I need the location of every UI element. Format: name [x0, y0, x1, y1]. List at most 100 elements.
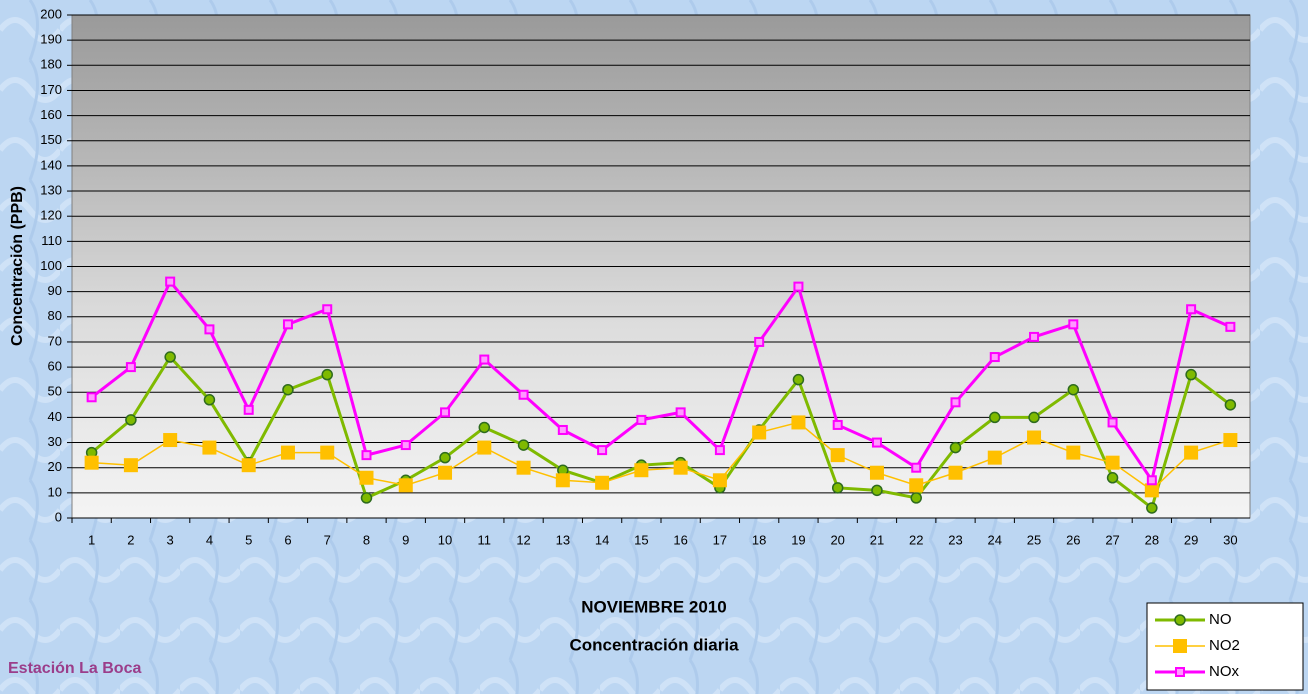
data-point [559, 426, 567, 434]
x-tick-label: 6 [284, 532, 291, 547]
x-tick-label: 3 [167, 532, 174, 547]
y-tick-label: 50 [48, 384, 62, 399]
data-point [165, 352, 175, 362]
data-point [791, 415, 805, 429]
data-point [1226, 323, 1234, 331]
x-tick-label: 22 [909, 532, 923, 547]
x-tick-label: 25 [1027, 532, 1041, 547]
x-tick-label: 12 [516, 532, 530, 547]
x-tick-label: 15 [634, 532, 648, 547]
y-tick-label: 30 [48, 434, 62, 449]
data-point [245, 406, 253, 414]
data-point [205, 325, 213, 333]
data-point [517, 461, 531, 475]
x-tick-label: 9 [402, 532, 409, 547]
data-point [595, 476, 609, 490]
data-point [637, 416, 645, 424]
x-tick-label: 18 [752, 532, 766, 547]
data-point [127, 363, 135, 371]
x-tick-label: 13 [556, 532, 570, 547]
x-tick-label: 21 [870, 532, 884, 547]
x-tick-label: 26 [1066, 532, 1080, 547]
data-point [1066, 446, 1080, 460]
data-point [991, 353, 999, 361]
x-tick-label: 4 [206, 532, 213, 547]
legend-marker [1176, 668, 1184, 676]
data-point [677, 408, 685, 416]
y-tick-label: 70 [48, 333, 62, 348]
data-point [477, 441, 491, 455]
x-tick-label: 10 [438, 532, 452, 547]
data-point [1069, 320, 1077, 328]
y-tick-label: 150 [40, 132, 62, 147]
legend-label: NOx [1209, 663, 1240, 680]
chart-title: NOVIEMBRE 2010 [581, 597, 727, 616]
data-point [1187, 305, 1195, 313]
legend-label: NO [1209, 611, 1232, 628]
legend-marker [1175, 615, 1185, 625]
data-point [323, 305, 331, 313]
data-point [163, 433, 177, 447]
data-point [166, 278, 174, 286]
y-tick-label: 160 [40, 107, 62, 122]
annotation: Estación La Boca [8, 660, 141, 677]
data-point [674, 461, 688, 475]
data-point [949, 466, 963, 480]
data-point [833, 483, 843, 493]
data-point [402, 441, 410, 449]
y-tick-label: 130 [40, 182, 62, 197]
data-point [362, 493, 372, 503]
data-point [283, 385, 293, 395]
y-tick-label: 190 [40, 32, 62, 47]
data-point [363, 451, 371, 459]
y-tick-label: 100 [40, 258, 62, 273]
y-tick-label: 200 [40, 6, 62, 21]
y-tick-label: 140 [40, 157, 62, 172]
y-tick-label: 120 [40, 208, 62, 223]
x-tick-label: 2 [127, 532, 134, 547]
data-point [873, 439, 881, 447]
data-point [281, 446, 295, 460]
data-point [1186, 370, 1196, 380]
y-tick-label: 180 [40, 57, 62, 72]
x-tick-label: 11 [478, 532, 492, 547]
data-point [909, 478, 923, 492]
data-point [951, 443, 961, 453]
y-tick-label: 40 [48, 409, 62, 424]
data-point [1106, 456, 1120, 470]
data-point [126, 415, 136, 425]
data-point [1030, 333, 1038, 341]
x-tick-label: 24 [988, 532, 1002, 547]
x-tick-label: 7 [324, 532, 331, 547]
x-tick-label: 8 [363, 532, 370, 547]
chart: NOVIEMBRE 2010 Concentración diaria Esta… [0, 0, 1308, 694]
y-tick-label: 60 [48, 359, 62, 374]
data-point [1068, 385, 1078, 395]
y-tick-label: 10 [48, 484, 62, 499]
data-point [1225, 400, 1235, 410]
data-point [988, 451, 1002, 465]
data-point [520, 391, 528, 399]
data-point [438, 466, 452, 480]
data-point [556, 473, 570, 487]
data-point [1223, 433, 1237, 447]
y-tick-label: 80 [48, 308, 62, 323]
data-point [204, 395, 214, 405]
data-point [831, 448, 845, 462]
data-point [598, 446, 606, 454]
data-point [440, 453, 450, 463]
data-point [399, 478, 413, 492]
data-point [242, 458, 256, 472]
data-point [320, 446, 334, 460]
data-point [1027, 431, 1041, 445]
data-point [480, 356, 488, 364]
data-point [1109, 418, 1117, 426]
data-point [872, 485, 882, 495]
y-tick-label: 110 [41, 233, 62, 248]
x-tick-label: 14 [595, 532, 609, 547]
data-point [870, 466, 884, 480]
data-point [441, 408, 449, 416]
x-tick-label: 28 [1145, 532, 1159, 547]
data-point [284, 320, 292, 328]
chart-subtitle: Concentración diaria [569, 635, 739, 654]
